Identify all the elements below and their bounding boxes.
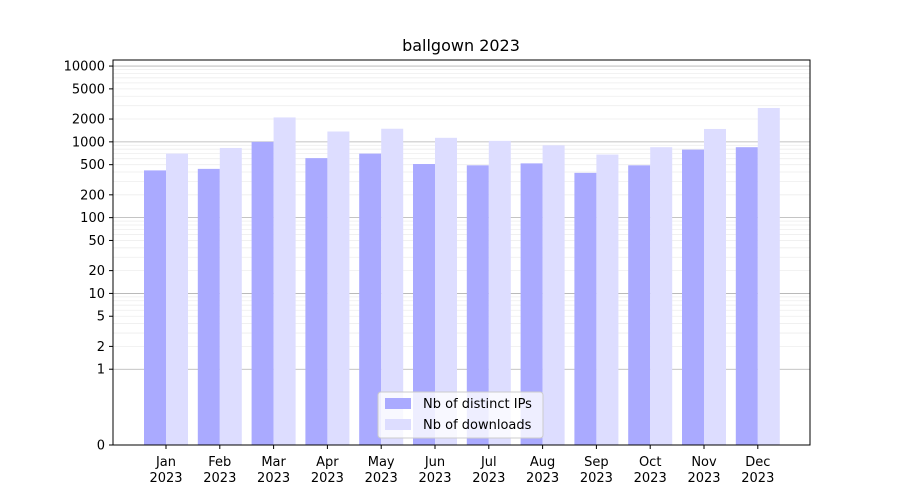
- x-tick-label-month: Dec: [745, 455, 770, 470]
- x-tick-label-year: 2023: [257, 471, 290, 486]
- x-tick-label-year: 2023: [526, 471, 559, 486]
- bar-downloads: [435, 137, 457, 446]
- x-tick-label-month: Apr: [316, 455, 339, 470]
- x-tick-label-year: 2023: [580, 471, 613, 486]
- bar-downloads: [381, 128, 404, 446]
- x-tick-label-month: Aug: [530, 455, 555, 470]
- legend-swatch-distinct-ips: [385, 398, 411, 409]
- bar-distinct-ips: [466, 165, 489, 445]
- bar-downloads: [166, 153, 188, 445]
- y-tick-label: 50: [88, 234, 105, 249]
- x-tick-label-month: Jan: [155, 455, 176, 470]
- y-tick-label: 1000: [72, 135, 105, 150]
- y-tick-label: 10000: [64, 60, 105, 75]
- x-tick-label-month: May: [368, 455, 395, 470]
- plot-area-frame: [112, 59, 811, 446]
- x-tick-label-month: Mar: [261, 455, 286, 470]
- bar-downloads: [596, 154, 619, 445]
- y-tick-label: 100: [80, 211, 105, 226]
- legend-swatch-downloads: [385, 419, 411, 430]
- bar-downloads: [327, 131, 350, 445]
- x-tick-label-year: 2023: [634, 471, 667, 486]
- bar-distinct-ips: [574, 172, 597, 446]
- x-tick-label-year: 2023: [741, 471, 774, 486]
- chart-title: ballgown 2023: [402, 36, 520, 55]
- x-tick-label-year: 2023: [149, 471, 182, 486]
- y-tick-label: 5000: [72, 82, 105, 97]
- y-tick-label: 10: [88, 287, 105, 302]
- bar-downloads: [757, 107, 780, 445]
- y-tick-label: 2000: [72, 113, 105, 128]
- bar-downloads: [219, 147, 242, 445]
- x-tick-label-year: 2023: [418, 471, 451, 486]
- bars: [144, 107, 780, 446]
- bar-distinct-ips: [520, 163, 543, 445]
- bar-distinct-ips: [735, 147, 758, 445]
- x-axis: Jan2023Feb2023Mar2023Apr2023May2023Jun20…: [149, 445, 774, 486]
- x-tick-label-year: 2023: [311, 471, 344, 486]
- bar-distinct-ips: [197, 168, 220, 445]
- x-tick-label-year: 2023: [687, 471, 720, 486]
- y-tick-label: 0: [97, 439, 105, 454]
- x-tick-label-month: Oct: [639, 455, 661, 470]
- bar-distinct-ips: [682, 149, 704, 446]
- bar-downloads: [704, 128, 726, 445]
- y-tick-label: 500: [80, 158, 105, 173]
- bar-distinct-ips: [251, 141, 274, 445]
- legend: Nb of distinct IPs Nb of downloads: [377, 391, 544, 439]
- bar-downloads: [650, 147, 673, 445]
- x-tick-label-year: 2023: [472, 471, 505, 486]
- y-tick-label: 5: [97, 310, 105, 325]
- x-tick-label-month: Jul: [480, 455, 497, 470]
- legend-box: [377, 391, 544, 439]
- x-tick-label-month: Feb: [208, 455, 231, 470]
- x-tick-label-month: Jun: [424, 455, 445, 470]
- y-axis: 0 1 2 5 10 20 50 100 200 500 1000 2000 5000 10000: [64, 60, 113, 454]
- bar-distinct-ips: [305, 158, 328, 445]
- legend-label-distinct-ips: Nb of distinct IPs: [423, 397, 532, 412]
- x-tick-label-month: Nov: [691, 455, 717, 470]
- bar-downloads: [273, 117, 296, 445]
- x-tick-label-year: 2023: [365, 471, 398, 486]
- legend-label-downloads: Nb of downloads: [423, 418, 532, 433]
- bar-distinct-ips: [628, 165, 651, 445]
- bar-downloads: [488, 140, 511, 445]
- y-tick-label: 200: [80, 188, 105, 203]
- y-tick-label: 2: [97, 340, 105, 355]
- bar-distinct-ips: [144, 170, 166, 445]
- y-tick-label: 1: [97, 363, 105, 378]
- bar-distinct-ips: [359, 153, 382, 445]
- bar-downloads: [542, 145, 565, 445]
- x-tick-label-year: 2023: [203, 471, 236, 486]
- bar-distinct-ips: [413, 164, 435, 446]
- y-tick-label: 20: [88, 264, 105, 279]
- x-tick-label-month: Sep: [584, 455, 609, 470]
